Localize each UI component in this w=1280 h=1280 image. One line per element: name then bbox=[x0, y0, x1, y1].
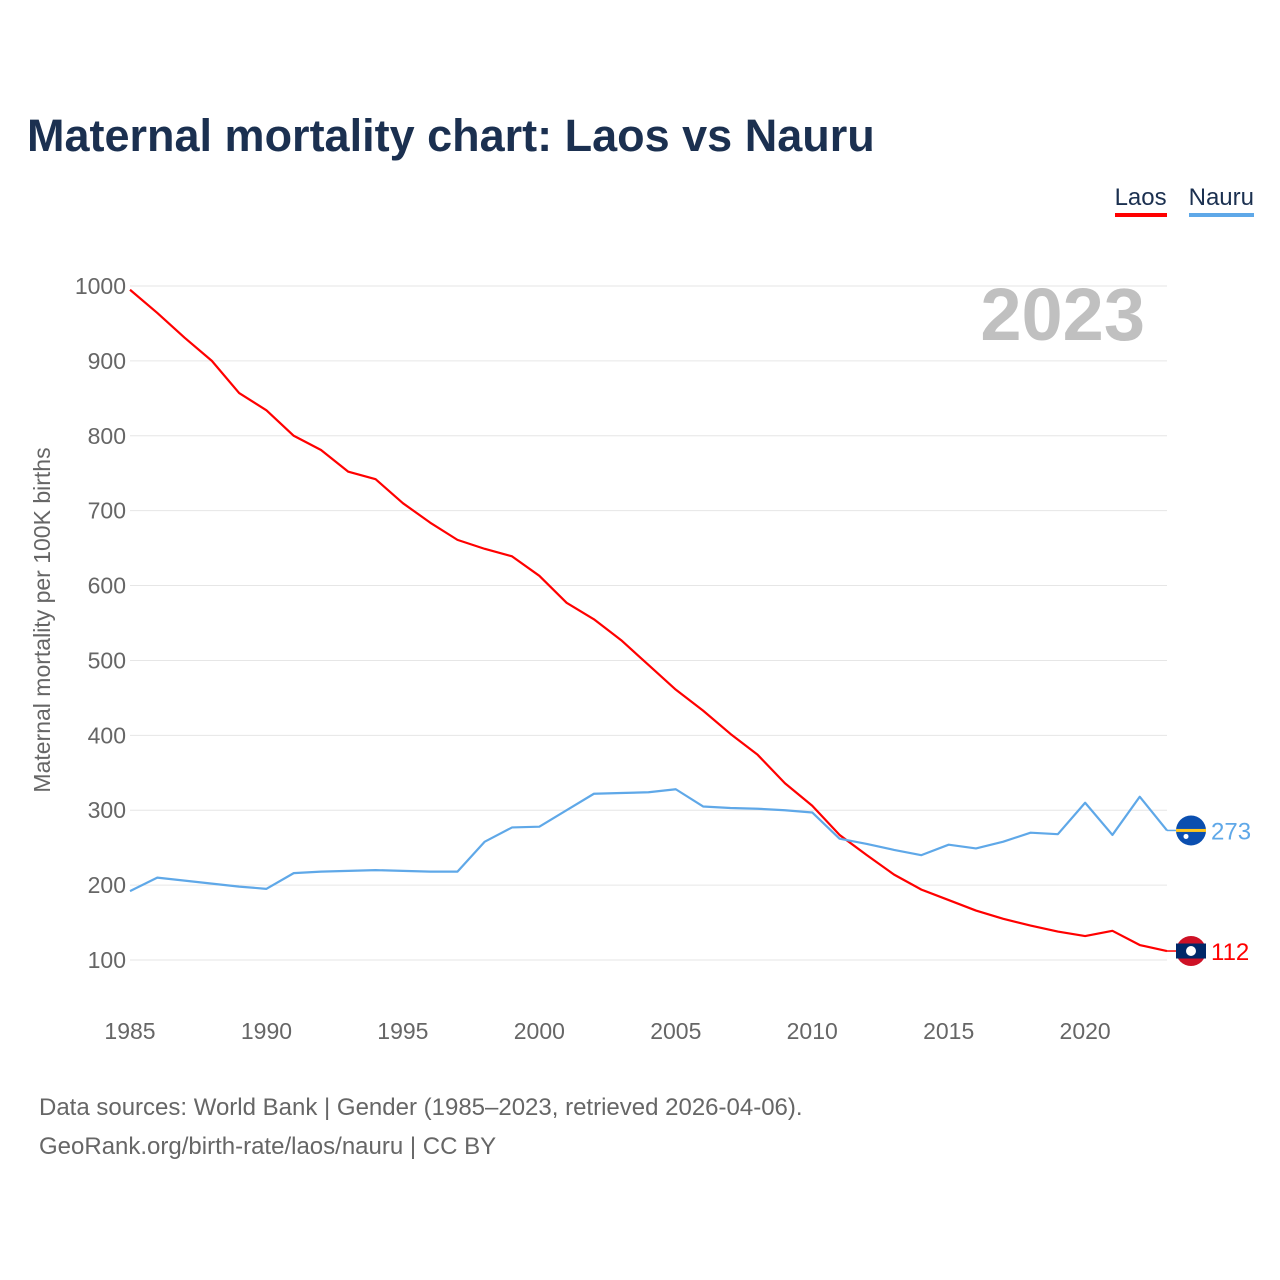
legend: Laos Nauru bbox=[1114, 184, 1254, 217]
x-tick-label: 2000 bbox=[514, 1018, 565, 1044]
x-tick-label: 2015 bbox=[923, 1018, 974, 1044]
x-tick-label: 1985 bbox=[104, 1018, 155, 1044]
x-tick-label: 2020 bbox=[1060, 1018, 1111, 1044]
legend-laos[interactable]: Laos bbox=[1114, 184, 1167, 217]
legend-nauru[interactable]: Nauru bbox=[1188, 184, 1254, 217]
y-tick-label: 500 bbox=[88, 647, 126, 673]
end-value-label-nauru: 273 bbox=[1211, 818, 1251, 845]
flag-disc bbox=[1186, 946, 1196, 957]
x-tick-label: 2010 bbox=[787, 1018, 838, 1044]
x-tick-label: 1990 bbox=[241, 1018, 292, 1044]
source-line-2[interactable]: GeoRank.org/birth-rate/laos/nauru | CC B… bbox=[39, 1133, 497, 1160]
y-tick-label: 700 bbox=[88, 498, 126, 524]
source-note: Data sources: World Bank | Gender (1985–… bbox=[39, 1088, 803, 1166]
chart-title: Maternal mortality chart: Laos vs Nauru bbox=[27, 110, 875, 161]
y-tick-label: 900 bbox=[88, 348, 126, 374]
y-tick-label: 200 bbox=[88, 872, 126, 898]
flag-star bbox=[1183, 833, 1189, 839]
nauru-flag-icon bbox=[1176, 815, 1206, 846]
flag-stripe bbox=[1176, 828, 1206, 832]
y-tick-label: 800 bbox=[88, 423, 126, 449]
year-watermark: 2023 bbox=[980, 273, 1145, 356]
laos-flag-icon bbox=[1176, 936, 1206, 967]
x-tick-label: 2005 bbox=[650, 1018, 701, 1044]
x-tick-label: 1995 bbox=[377, 1018, 428, 1044]
y-tick-label: 600 bbox=[88, 573, 126, 599]
series-line-laos bbox=[129, 288, 1168, 953]
y-axis-label: Maternal mortality per 100K births bbox=[29, 447, 55, 792]
y-tick-label: 400 bbox=[88, 722, 126, 748]
source-line-1: Data sources: World Bank | Gender (1985–… bbox=[39, 1094, 803, 1121]
y-tick-label: 1000 bbox=[75, 273, 126, 299]
end-value-label-laos: 112 bbox=[1211, 939, 1249, 966]
y-tick-label: 300 bbox=[88, 797, 126, 823]
series-line-nauru bbox=[129, 788, 1168, 893]
y-tick-label: 100 bbox=[88, 947, 126, 973]
